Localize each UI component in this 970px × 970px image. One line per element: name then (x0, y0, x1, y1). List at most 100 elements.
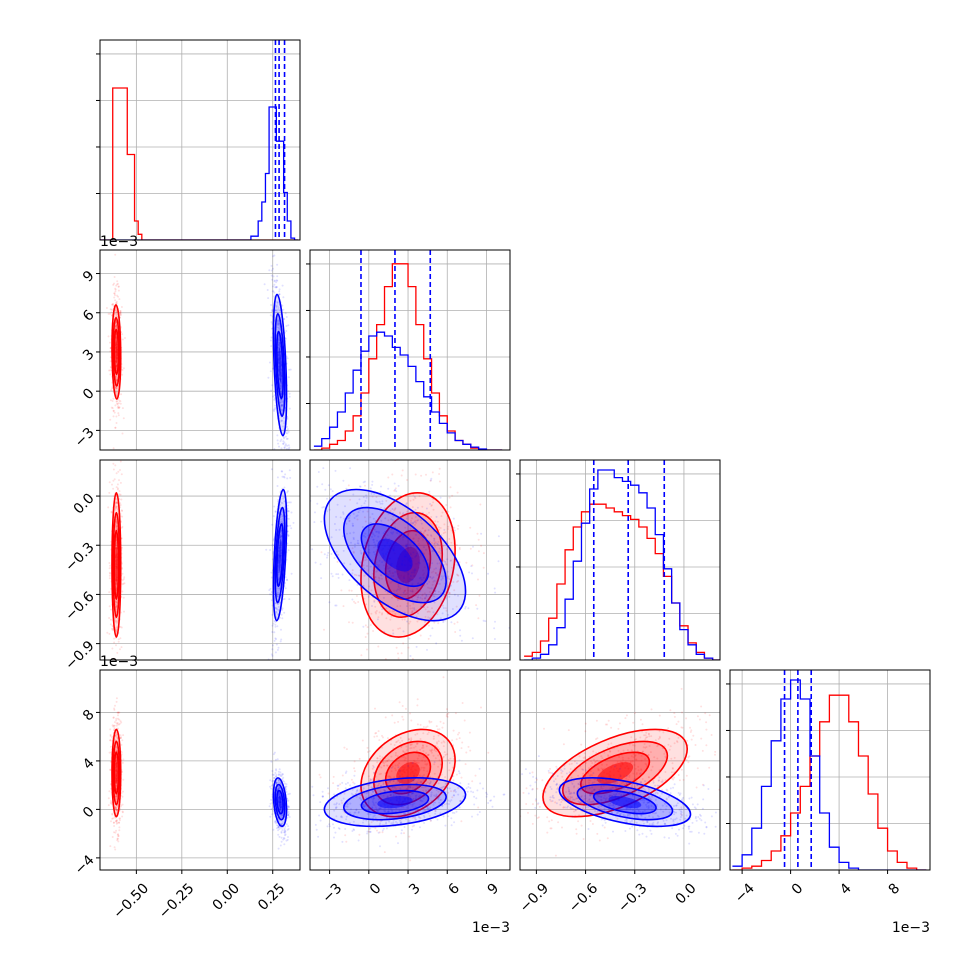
red-scatter-point (406, 543, 409, 546)
red-scatter-point (121, 810, 124, 813)
blue-scatter-point (405, 503, 408, 506)
red-scatter-point (458, 731, 461, 734)
red-scatter-point (423, 810, 426, 812)
blue-scatter-point (277, 770, 280, 773)
red-scatter-point (437, 551, 440, 554)
red-scatter-point (115, 498, 117, 501)
blue-scatter-point (280, 513, 283, 516)
red-scatter-point (115, 621, 118, 624)
red-scatter-point (480, 544, 483, 547)
red-scatter-point (406, 533, 409, 536)
red-scatter-point (115, 325, 118, 328)
blue-scatter-point (357, 542, 360, 545)
red-scatter-point (109, 769, 112, 772)
red-scatter-point (426, 533, 429, 536)
blue-scatter-point (278, 328, 281, 331)
blue-scatter-point (405, 502, 408, 505)
red-scatter-point (474, 774, 477, 777)
blue-scatter-point (278, 293, 281, 296)
blue-scatter-point (460, 639, 463, 642)
blue-scatter-point (470, 565, 473, 568)
blue-scatter-point (280, 385, 283, 388)
blue-scatter-point (288, 501, 291, 504)
blue-scatter-point (278, 445, 280, 448)
blue-scatter-point (279, 535, 282, 538)
red-scatter-point (109, 341, 111, 344)
red-scatter-point (354, 602, 357, 605)
blue-contour (274, 506, 286, 604)
red-scatter-point (112, 821, 115, 824)
red-scatter-point (442, 755, 445, 758)
red-scatter-point (395, 835, 397, 838)
red-scatter-point (115, 671, 117, 673)
blue-scatter-point (406, 620, 409, 623)
blue-scatter-point (278, 342, 281, 345)
blue-scatter-point (408, 637, 411, 640)
red-scatter-point (396, 781, 399, 784)
red-scatter-point (438, 562, 441, 565)
red-scatter-point (422, 538, 425, 541)
red-scatter-point (434, 520, 437, 523)
blue-scatter-point (423, 597, 426, 600)
red-scatter-point (369, 778, 372, 780)
blue-scatter-point (278, 341, 281, 344)
blue-scatter-point (281, 304, 284, 307)
blue-scatter-point (281, 617, 284, 620)
blue-scatter-point (369, 565, 372, 568)
blue-scatter-point (381, 608, 384, 611)
red-scatter-point (457, 574, 460, 577)
blue-scatter-point (417, 582, 420, 585)
red-scatter-point (366, 746, 369, 749)
blue-scatter-point (430, 477, 433, 480)
red-scatter-point (417, 761, 420, 764)
red-scatter-point (111, 387, 114, 390)
red-scatter-point (422, 726, 425, 728)
blue-scatter-point (276, 323, 279, 325)
blue-scatter-point (281, 829, 284, 831)
blue-scatter-point (280, 816, 283, 819)
blue-scatter-point (362, 510, 365, 513)
blue-scatter-point (268, 269, 271, 272)
red-scatter-point (454, 631, 457, 633)
red-scatter-point (110, 406, 113, 409)
blue-scatter-point (452, 517, 455, 520)
blue-scatter-point (270, 784, 273, 787)
blue-scatter-point (436, 562, 439, 565)
red-scatter-point (421, 593, 424, 596)
blue-scatter-point (384, 567, 387, 570)
blue-scatter-point (268, 805, 271, 808)
blue-scatter-point (414, 508, 417, 511)
red-scatter-point (433, 538, 436, 540)
blue-scatter-point (283, 834, 286, 837)
red-scatter-point (458, 561, 461, 564)
blue-scatter-point (290, 511, 293, 514)
red-scatter-point (376, 784, 379, 787)
blue-scatter-point (274, 308, 277, 311)
blue-scatter-point (270, 389, 273, 392)
blue-scatter-point (480, 532, 483, 535)
blue-scatter-point (425, 594, 428, 596)
red-contour (111, 304, 122, 400)
red-scatter-point (396, 764, 399, 767)
red-scatter-point (118, 821, 121, 824)
blue-scatter-point (283, 500, 286, 503)
blue-scatter-point (407, 597, 410, 600)
blue-scatter-point (288, 446, 291, 449)
red-scatter-point (444, 607, 447, 610)
red-scatter-point (112, 657, 115, 660)
red-scatter-point (120, 393, 123, 396)
red-scatter-point (421, 759, 424, 762)
blue-scatter-point (280, 387, 282, 389)
blue-scatter-point (393, 522, 396, 524)
red-scatter-point (439, 527, 442, 529)
red-scatter-point (117, 640, 120, 643)
red-scatter-point (398, 701, 401, 704)
blue-scatter-point (397, 484, 400, 487)
blue-scatter-point (277, 343, 280, 346)
blue-scatter-point (405, 544, 408, 547)
red-scatter-point (115, 717, 118, 720)
blue-scatter-point (280, 438, 283, 441)
blue-scatter-point (277, 442, 280, 445)
red-scatter-point (119, 734, 122, 737)
blue-scatter-point (281, 520, 284, 523)
